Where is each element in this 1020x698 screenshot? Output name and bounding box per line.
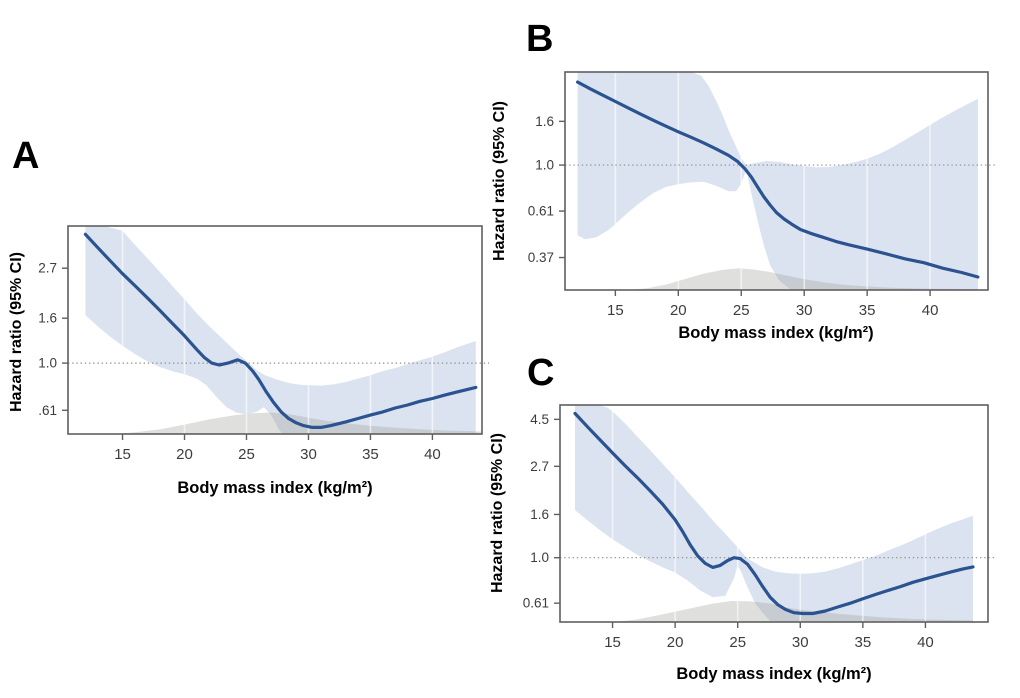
x-tick-label: 35 [859,302,876,319]
x-tick-label: 25 [733,302,750,319]
y-tick-label: 1.0 [535,158,554,173]
y-tick-label: 2.7 [530,459,549,474]
hazard-curve [573,411,975,616]
x-tick-label: 25 [238,446,255,463]
x-tick-label: 30 [796,302,813,319]
plot-border [564,71,989,291]
density-area [627,268,978,290]
y-tick-label: 1.0 [38,356,57,371]
y-tick-label: 2.7 [38,261,57,276]
panel-a-letter: A [12,135,40,177]
y-tick-label: 4.5 [530,412,549,427]
x-tick-label: 25 [729,634,746,651]
x-tick-label: 35 [855,634,872,651]
x-tick-label: 15 [604,634,621,651]
panel-b-x-axis-title: Body mass index (kg/m²) [678,324,874,342]
panel-b-letter: B [526,18,554,60]
x-tick-label: 15 [607,302,624,319]
panel-c-x-axis-title: Body mass index (kg/m²) [676,665,872,683]
panel-c-plot: 15 20 25 30 35 40 4.5 2.7 1.6 1.0 0.61 [523,404,995,651]
x-tick-label: 40 [922,302,939,319]
hazard-curve [575,80,980,279]
plot-border [67,225,483,435]
x-tick-label: 20 [667,634,684,651]
y-tick-label: 1.0 [530,550,549,565]
y-tick-label: 1.6 [38,311,57,326]
y-tick-label: .61 [38,403,57,418]
x-tick-label: 30 [300,446,317,463]
ci-band [85,226,476,434]
y-tick-label: 1.6 [535,114,554,129]
panel-c-letter: C [527,352,555,394]
x-tick-label: 20 [176,446,193,463]
y-tick-label: 0.61 [528,204,554,219]
x-tick-label: 20 [670,302,687,319]
panel-a-x-axis-title: Body mass index (kg/m²) [177,479,373,497]
x-tick-label: 15 [114,446,131,463]
x-tick-label: 30 [792,634,809,651]
y-tick-label: 1.6 [530,507,549,522]
panel-b-plot: 15 20 25 30 35 40 1.6 1.0 0.61 0.37 [528,71,995,319]
hazard-curve [83,232,478,429]
y-tick-label: 0.37 [528,250,554,265]
plot-border [559,404,989,623]
y-tick-label: 0.61 [523,596,549,611]
x-tick-label: 40 [917,634,934,651]
x-tick-label: 40 [424,446,441,463]
panel-a-plot: 15 20 25 30 35 40 2.7 1.6 1.0 .61 [38,225,489,463]
x-tick-label: 35 [362,446,379,463]
